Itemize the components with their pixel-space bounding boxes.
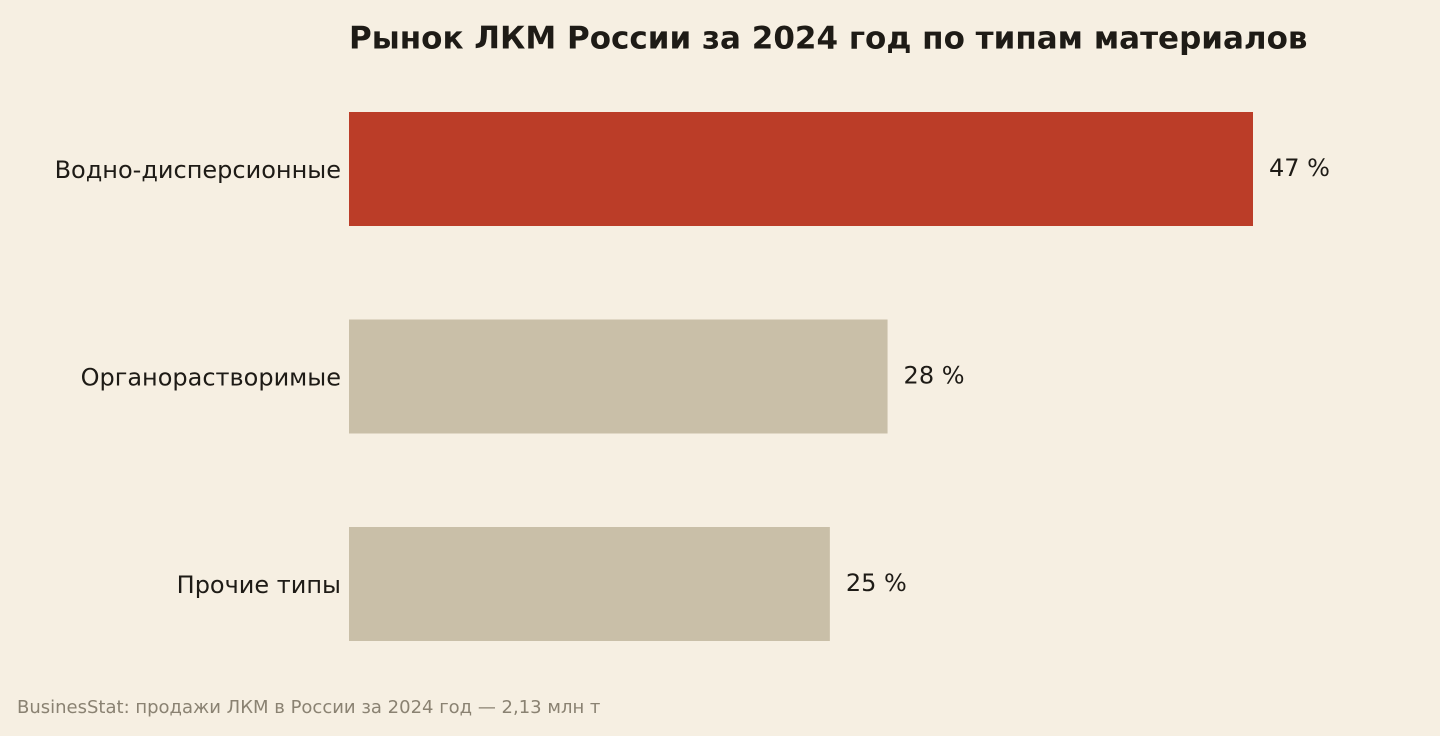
category-label: Прочие типы: [177, 571, 341, 599]
category-label: Водно-дисперсионные: [55, 156, 341, 184]
value-label: 28 %: [904, 362, 965, 390]
source-note: BusinesStat: продажи ЛКМ в России за 202…: [17, 697, 600, 718]
chart-title: Рынок ЛКМ России за 2024 год по типам ма…: [349, 21, 1308, 57]
bar: [349, 112, 1253, 226]
value-label: 47 %: [1269, 154, 1330, 182]
value-label: 25 %: [846, 569, 907, 597]
bar: [349, 319, 888, 434]
bar: [349, 527, 830, 641]
category-label: Органорастворимые: [81, 364, 341, 392]
